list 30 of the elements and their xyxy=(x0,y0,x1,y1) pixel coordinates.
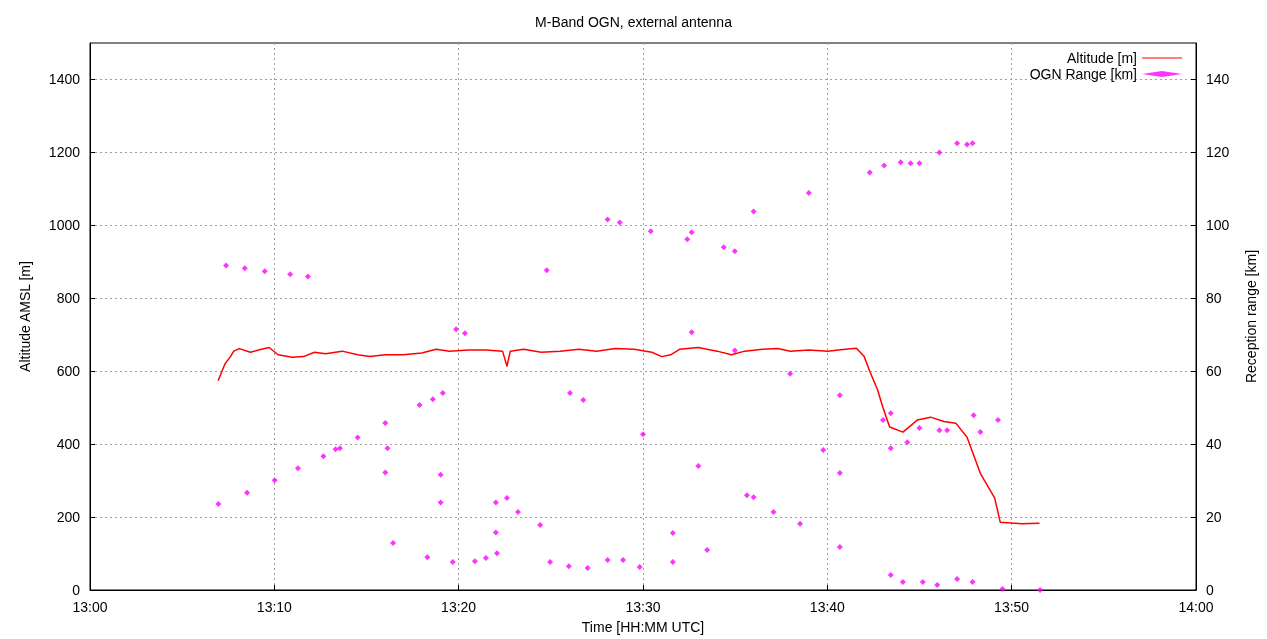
y-tick-label: 200 xyxy=(56,509,81,526)
x-tick-label: 14:00 xyxy=(1178,599,1214,615)
y2-tick-label: 140 xyxy=(1206,71,1230,88)
x-tick-label: 13:10 xyxy=(256,599,293,615)
y-tick-label: 1400 xyxy=(48,71,81,88)
y2-tick-label: 40 xyxy=(1206,436,1222,453)
y-axis-title: Altitude AMSL [m] xyxy=(17,261,33,372)
x-tick-label: 13:40 xyxy=(809,599,846,615)
y2-tick-label: 20 xyxy=(1206,509,1222,526)
x-tick-label: 13:20 xyxy=(441,599,477,615)
y2-axis-title: Reception range [km] xyxy=(1243,249,1259,384)
x-tick-label: 13:50 xyxy=(994,599,1030,615)
chart-title: M-Band OGN, external antenna xyxy=(535,14,733,30)
y-tick-label: 600 xyxy=(56,363,81,380)
y-tick-label: 400 xyxy=(56,436,81,453)
legend-label: Altitude [m] xyxy=(1066,50,1137,66)
y-tick-label: 0 xyxy=(72,582,81,598)
y2-tick-label: 60 xyxy=(1206,363,1222,380)
y2-tick-label: 100 xyxy=(1206,217,1230,234)
y2-tick-label: 0 xyxy=(1206,582,1214,598)
line-series xyxy=(217,346,1040,525)
y-tick-label: 800 xyxy=(56,290,81,307)
y2-tick-label: 120 xyxy=(1206,144,1230,161)
y-tick-label: 1200 xyxy=(48,144,81,161)
legend-label: OGN Range [km] xyxy=(1029,66,1137,82)
x-tick-label: 13:30 xyxy=(625,599,661,615)
y2-tick-label: 80 xyxy=(1206,290,1222,307)
x-axis-title: Time [HH:MM UTC] xyxy=(581,619,705,635)
y-tick-label: 1000 xyxy=(48,217,81,234)
x-tick-label: 13:00 xyxy=(72,599,108,615)
